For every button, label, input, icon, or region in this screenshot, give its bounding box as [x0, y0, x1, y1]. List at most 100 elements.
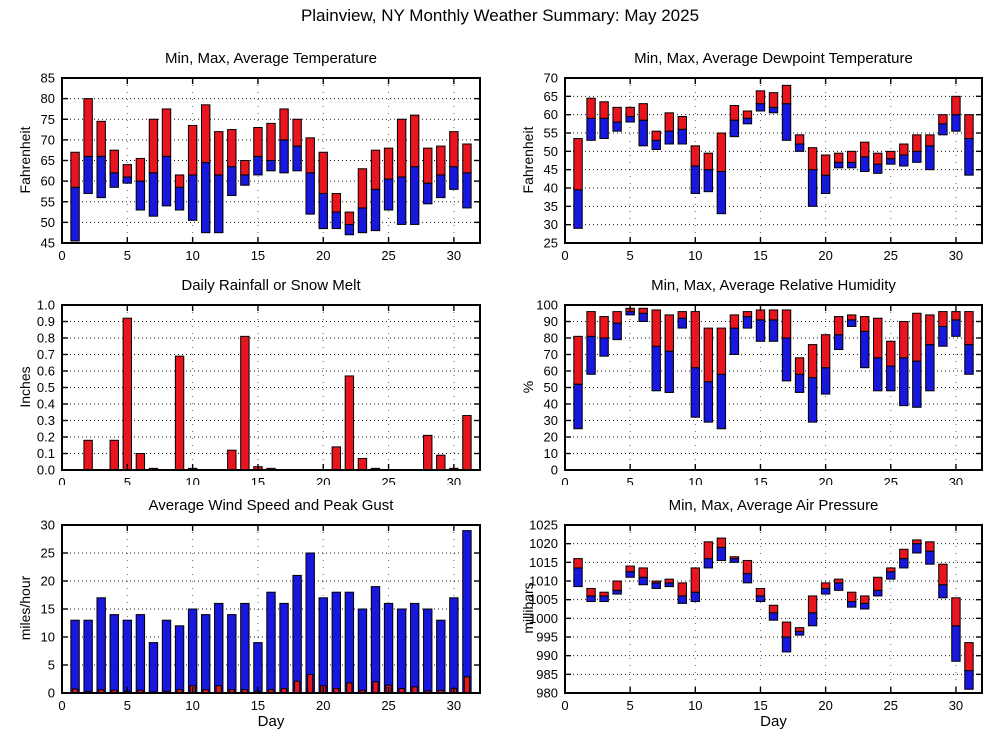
y-tick-label: 0.0 — [37, 463, 55, 478]
bar-avg-to-max — [742, 559, 753, 575]
bar-avg-to-max — [449, 131, 459, 168]
bar-min-to-avg — [860, 602, 870, 610]
y-tick-label: 60 — [544, 364, 558, 379]
bar-avg-to-max — [651, 309, 661, 347]
x-tick-label: 30 — [447, 248, 461, 263]
bar-rainfall — [83, 439, 93, 471]
x-tick-label: 10 — [688, 475, 702, 485]
bar-avg-to-max — [794, 627, 805, 632]
bar-peak-gust — [70, 619, 80, 694]
bar-avg-to-max — [807, 344, 818, 379]
bar-avg-to-max — [703, 541, 714, 560]
chart-title-rainfall: Daily Rainfall or Snow Melt — [181, 277, 361, 294]
x-tick-label: 5 — [627, 698, 634, 713]
bar-avg-to-max — [586, 311, 596, 337]
x-tick-label: 30 — [447, 698, 461, 713]
bar-avg-to-max — [860, 316, 870, 332]
bar-avg-to-max — [148, 118, 159, 174]
bar-avg-to-max — [899, 143, 909, 156]
bar-rainfall — [357, 457, 368, 471]
bar-avg-to-max — [677, 311, 687, 319]
bar-avg-to-max — [462, 143, 472, 174]
bar-avg-to-max — [122, 164, 133, 178]
chart-title-pressure: Min, Max, Average Air Pressure — [668, 497, 879, 514]
bar-peak-gust — [370, 586, 381, 694]
bar-rainfall — [240, 335, 250, 471]
bar-min-to-avg — [899, 357, 909, 407]
bar-avg-to-max — [781, 309, 792, 339]
bar-min-to-avg — [664, 350, 674, 393]
bar-min-to-avg — [938, 584, 948, 599]
bar-min-to-avg — [187, 174, 198, 221]
y-tick-label: 995 — [536, 630, 558, 645]
bar-rainfall — [462, 415, 472, 471]
bar-min-to-avg — [612, 121, 622, 132]
bar-avg-to-max — [612, 106, 622, 123]
bar-peak-gust — [135, 614, 146, 694]
bar-min-to-avg — [174, 186, 185, 211]
bar-min-to-avg — [729, 119, 740, 138]
bar-min-to-avg — [292, 145, 302, 172]
y-tick-label: 30 — [544, 413, 558, 428]
x-tick-label: 5 — [124, 698, 131, 713]
bar-avg-to-max — [873, 576, 883, 591]
wind-chart-cell: Average Wind Speed and Peak Gust miles/h… — [0, 487, 500, 750]
bar-min-to-avg — [820, 367, 831, 395]
bar-avg-to-max — [729, 556, 740, 560]
bar-avg-to-max — [573, 335, 583, 385]
y-tick-label: 0.7 — [37, 347, 55, 362]
y-tick-label: 90 — [544, 314, 558, 329]
bar-min-to-avg — [964, 344, 974, 375]
bar-avg-to-max — [370, 149, 381, 190]
bar-avg-to-max — [187, 124, 198, 176]
rainfall-chart-cell: Daily Rainfall or Snow Melt Inches 0.0 0.… — [0, 267, 500, 485]
bar-avg-to-max — [820, 154, 831, 176]
bar-avg-to-max — [925, 541, 935, 552]
bar-avg-to-max — [925, 314, 935, 346]
bar-min-to-avg — [899, 154, 909, 167]
bar-rainfall — [436, 454, 446, 471]
bar-min-to-avg — [690, 367, 701, 418]
y-tick-label: 70 — [544, 347, 558, 362]
bar-avg-to-max — [846, 314, 857, 321]
y-tick-label: 80 — [41, 91, 55, 106]
bar-min-to-avg — [768, 319, 779, 342]
bar-avg-to-max — [423, 147, 433, 184]
bar-avg-to-max — [768, 604, 779, 614]
bar-avg-to-max — [664, 112, 674, 132]
bar-min-to-avg — [716, 171, 727, 215]
bar-avg-to-max — [573, 558, 583, 569]
x-tick-label: 10 — [185, 248, 199, 263]
bar-min-to-avg — [794, 143, 805, 152]
y-tick-label: 65 — [544, 89, 558, 104]
y-tick-label: 0.5 — [37, 380, 55, 395]
bar-avg-to-max — [703, 327, 714, 383]
bar-min-to-avg — [912, 543, 922, 554]
bar-peak-gust — [200, 614, 211, 694]
bar-avg-to-max — [755, 587, 766, 597]
bar-min-to-avg — [781, 103, 792, 141]
bar-min-to-avg — [925, 344, 935, 392]
bar-avg-to-max — [820, 582, 831, 589]
bar-min-to-avg — [677, 317, 687, 329]
y-tick-label: 25 — [544, 236, 558, 251]
bar-avg-to-max — [396, 118, 407, 178]
bar-avg-to-max — [664, 578, 674, 584]
bar-min-to-avg — [846, 601, 857, 608]
bar-min-to-avg — [135, 180, 146, 211]
y-tick-label: 10 — [41, 630, 55, 645]
bar-peak-gust — [109, 614, 119, 694]
plot-dewpoint: 25 30 35 40 45 50 55 60 65 70 0 5 10 15 20 25 30 — [544, 71, 983, 263]
chart-title-temperature: Min, Max, Average Temperature — [164, 50, 378, 67]
y-tick-label: 30 — [544, 217, 558, 232]
bar-min-to-avg — [599, 595, 609, 603]
y-tick-label: 55 — [41, 194, 55, 209]
y-tick-label: 55 — [544, 126, 558, 141]
bar-avg-to-max — [899, 548, 909, 560]
y-tick-label: 65 — [41, 153, 55, 168]
bar-min-to-avg — [873, 163, 883, 174]
bar-avg-to-max — [899, 321, 909, 359]
bar-avg-to-max — [742, 311, 753, 318]
bar-avg-to-max — [383, 147, 394, 180]
x-tick-label: 25 — [884, 698, 898, 713]
